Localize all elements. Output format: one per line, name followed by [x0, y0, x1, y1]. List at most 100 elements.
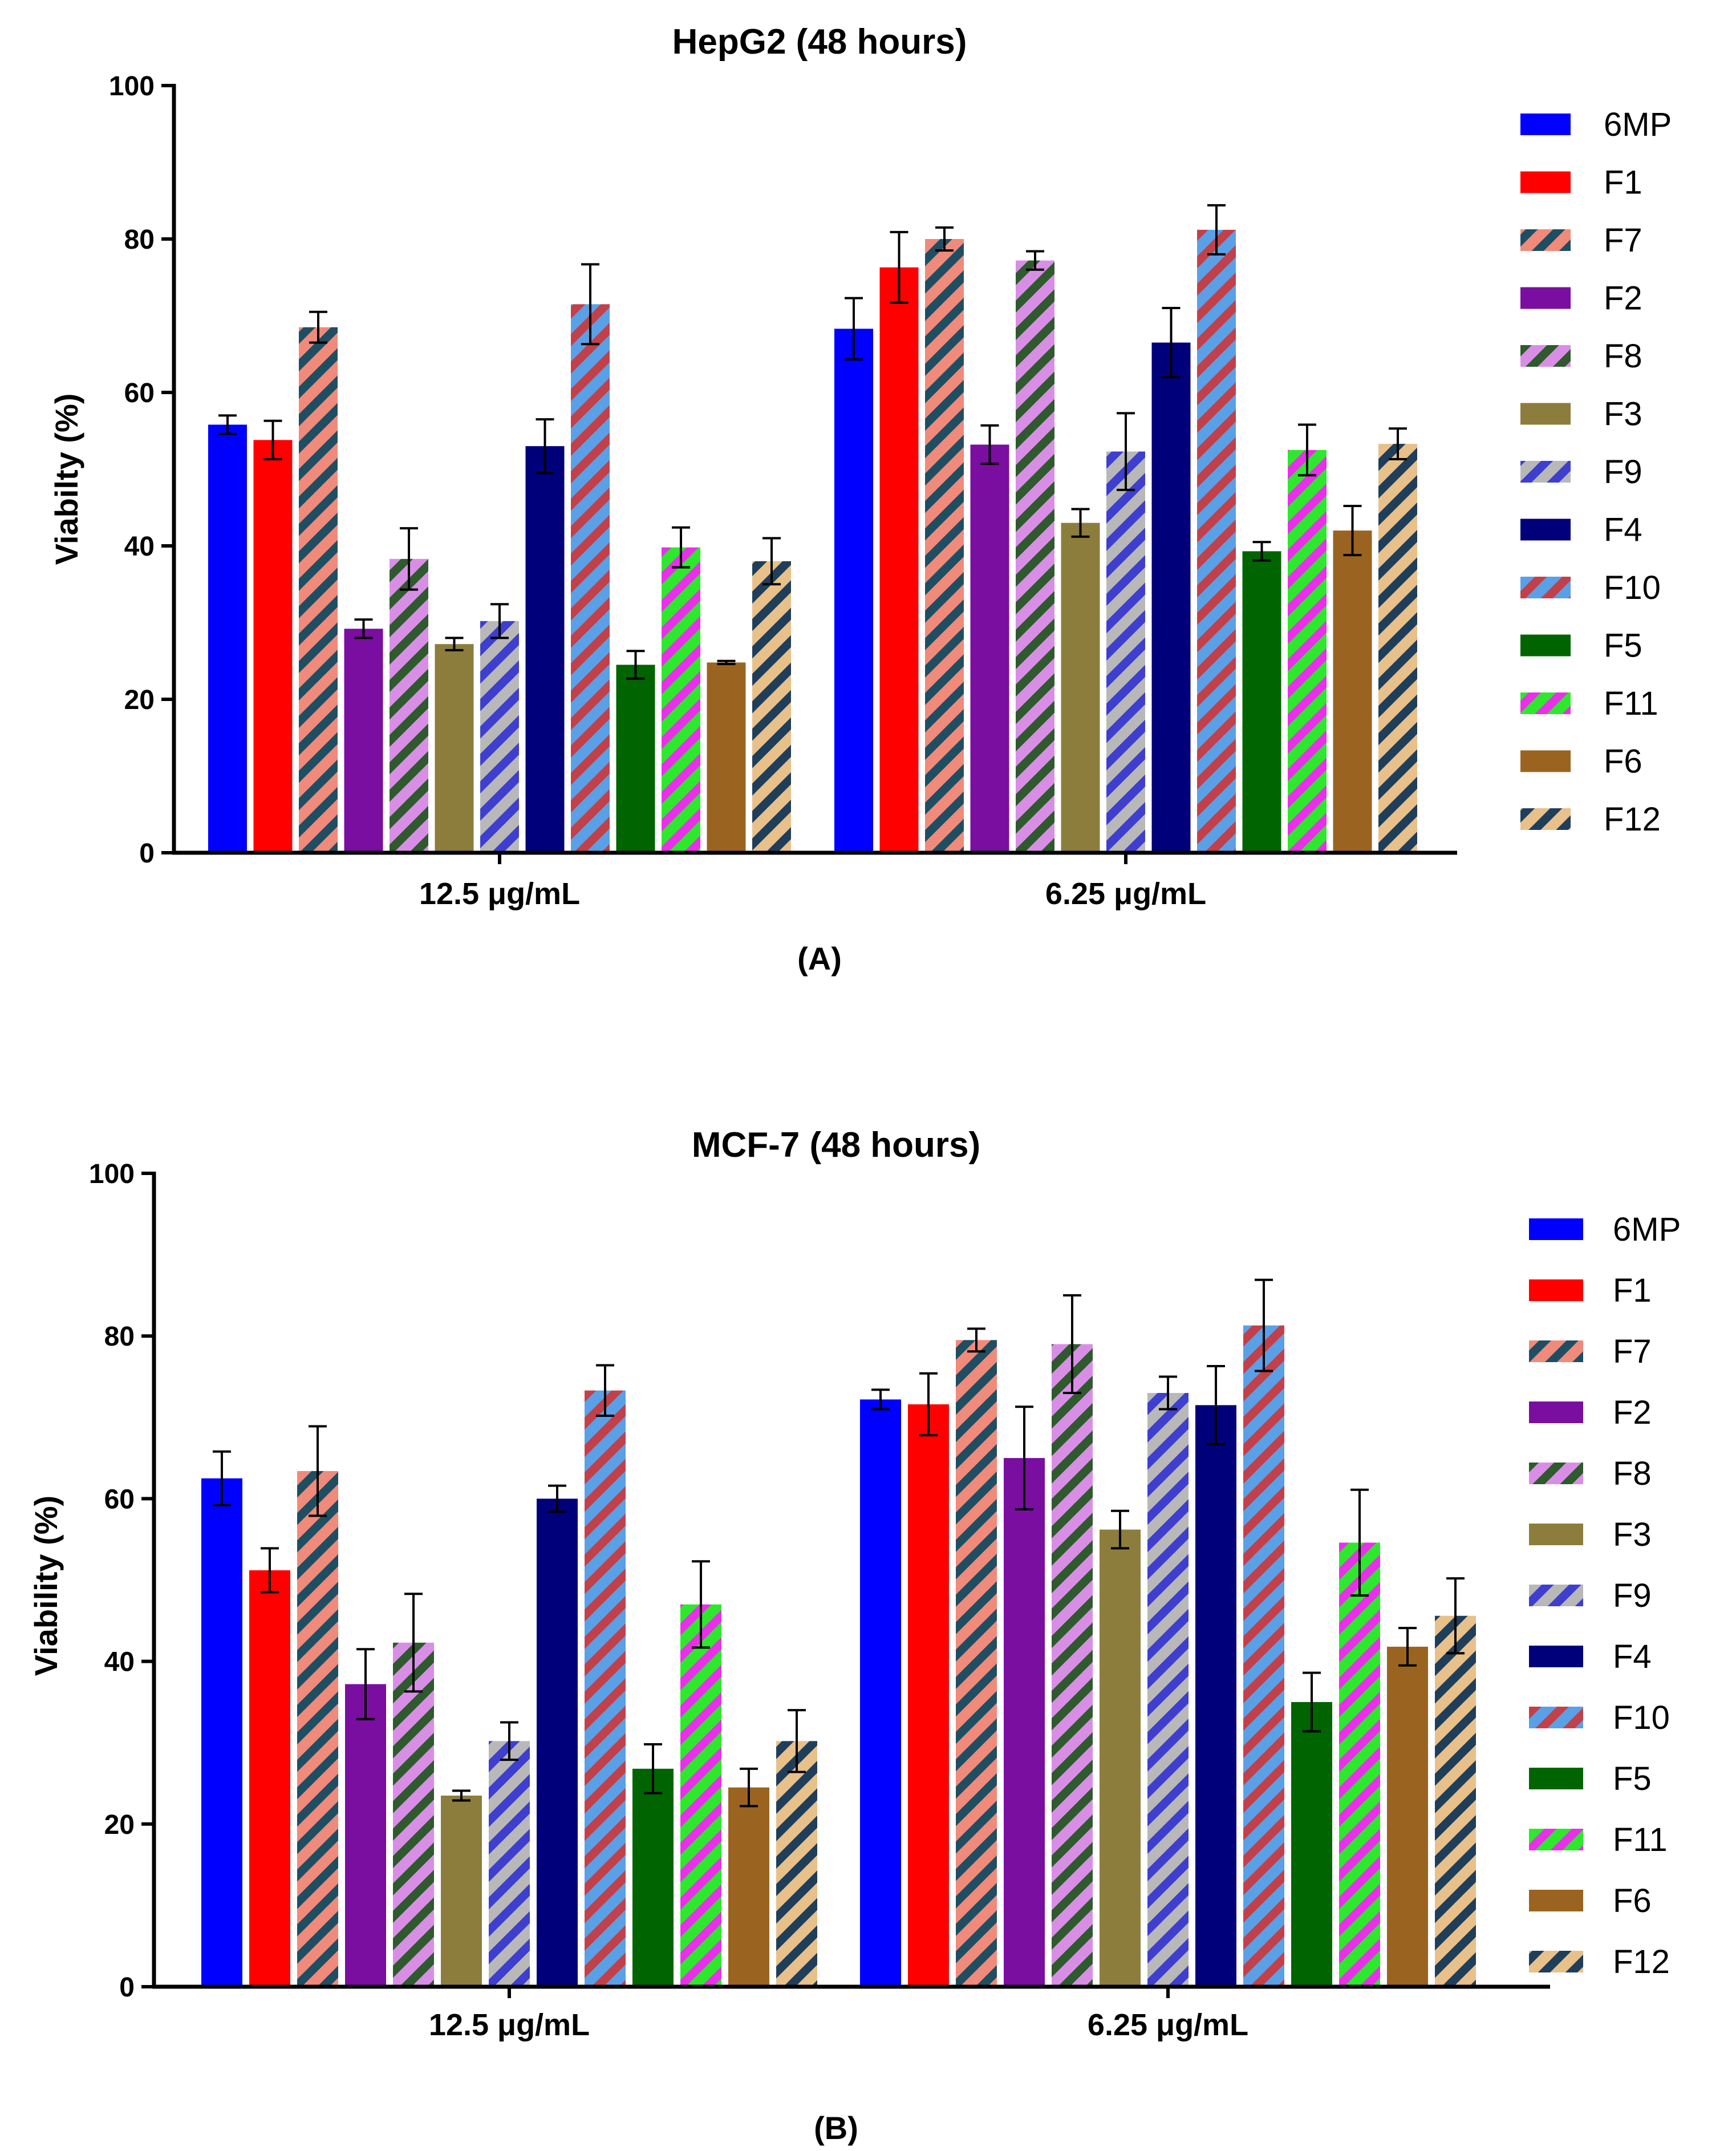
bar-a-f12-12-5-g-ml — [752, 561, 791, 853]
bar-b-f6-6-25-g-ml — [1387, 1646, 1428, 1987]
y-axis-label-b: Viability (%) — [28, 1496, 64, 1676]
bar-b-f8-12-5-g-ml — [393, 1642, 434, 1987]
error-bar-a-f3-12-5-g-ml — [445, 637, 464, 651]
y-tick-label-b-80: 80 — [104, 1322, 135, 1352]
error-bar-b-f12-6-25-g-ml — [1446, 1577, 1465, 1655]
bar-a-f11-12-5-g-ml — [662, 547, 700, 853]
bar-a-f6-12-5-g-ml — [707, 662, 746, 853]
legend-label-a-f8: F8 — [1604, 338, 1642, 375]
bar-b-f2-6-25-g-ml — [1004, 1458, 1045, 1987]
legend-swatch-a-f1 — [1520, 171, 1571, 193]
error-bar-a-f2-6-25-g-ml — [980, 424, 999, 465]
legend-swatch-b-f7 — [1529, 1340, 1583, 1362]
bar-a-f2-12-5-g-ml — [344, 629, 383, 853]
error-bar-a-f1-12-5-g-ml — [263, 419, 282, 461]
error-bar-b-f2-12-5-g-ml — [356, 1648, 375, 1720]
legend-item-a-f3: F3 — [1520, 396, 1642, 433]
bar-a-f1-12-5-g-ml — [253, 440, 293, 853]
bar-b-f3-12-5-g-ml — [441, 1795, 482, 1987]
legend-label-b-f4: F4 — [1613, 1638, 1652, 1675]
y-tick-label-a-0: 0 — [139, 838, 155, 869]
y-tick-label-a-80: 80 — [124, 225, 155, 255]
legend-label-a-f1: F1 — [1604, 164, 1642, 201]
bar-a-f8-6-25-g-ml — [1016, 260, 1054, 853]
bar-b-f10-12-5-g-ml — [585, 1390, 626, 1987]
bar-b-f1-6-25-g-ml — [908, 1404, 949, 1987]
error-bar-a-f11-6-25-g-ml — [1298, 423, 1316, 477]
bar-a-f1-6-25-g-ml — [879, 267, 919, 853]
panel-label-b: (B) — [814, 2110, 858, 2146]
error-bar-b-f4-12-5-g-ml — [548, 1484, 566, 1513]
bar-a-f9-6-25-g-ml — [1106, 451, 1145, 853]
legend-label-a-f11: F11 — [1604, 685, 1658, 722]
error-bar-b-f11-6-25-g-ml — [1350, 1488, 1369, 1597]
legend-swatch-a-f2 — [1520, 287, 1571, 309]
bar-a-f9-12-5-g-ml — [480, 621, 519, 853]
legend-item-b-f9: F9 — [1529, 1577, 1652, 1614]
error-bar-b-f6-6-25-g-ml — [1398, 1627, 1417, 1667]
error-bar-a-f4-6-25-g-ml — [1162, 307, 1181, 379]
error-bar-b-6mp-12-5-g-ml — [213, 1450, 231, 1506]
bar-b-f5-6-25-g-ml — [1291, 1702, 1332, 1987]
legend-item-b-f6: F6 — [1529, 1882, 1652, 1919]
panel-label-a: (A) — [797, 941, 842, 977]
error-bar-a-f3-6-25-g-ml — [1071, 508, 1090, 538]
bar-b-f12-6-25-g-ml — [1435, 1615, 1476, 1987]
legend-item-b-6mp: 6MP — [1529, 1211, 1681, 1248]
legend-label-b-f7: F7 — [1613, 1333, 1652, 1370]
error-bar-b-f10-6-25-g-ml — [1255, 1278, 1273, 1372]
legend-item-a-f6: F6 — [1520, 743, 1642, 780]
error-bar-a-f7-12-5-g-ml — [309, 310, 327, 344]
legend-swatch-b-f5 — [1529, 1768, 1583, 1789]
y-tick-label-a-100: 100 — [109, 71, 155, 102]
bar-b-f4-6-25-g-ml — [1195, 1405, 1236, 1987]
legend-item-b-f8: F8 — [1529, 1455, 1652, 1492]
chart-panel-a: HepG2 (48 hours) Viabilty (%) (A) 0 20 40 6… — [48, 22, 1672, 977]
legend-label-a-f9: F9 — [1604, 453, 1642, 491]
legend-swatch-b-f8 — [1529, 1463, 1583, 1484]
legend-label-b-f9: F9 — [1613, 1577, 1652, 1614]
bar-b-f4-12-5-g-ml — [537, 1498, 578, 1987]
y-tick-label-a-20: 20 — [124, 685, 155, 715]
legend-swatch-a-f3 — [1520, 403, 1571, 425]
legend-swatch-a-f7 — [1520, 229, 1571, 251]
bar-a-f3-6-25-g-ml — [1061, 522, 1100, 853]
y-tick-label-b-20: 20 — [104, 1810, 135, 1840]
error-bar-b-f12-12-5-g-ml — [788, 1709, 806, 1773]
error-bar-a-f11-12-5-g-ml — [672, 526, 690, 569]
legend-swatch-a-f9 — [1520, 461, 1571, 483]
legend-swatch-b-f9 — [1529, 1585, 1583, 1606]
legend-swatch-b-f1 — [1529, 1279, 1583, 1301]
chart-title-a: HepG2 (48 hours) — [672, 22, 967, 62]
legend-swatch-a-f11 — [1520, 692, 1571, 714]
error-bar-b-f1-12-5-g-ml — [261, 1547, 279, 1594]
legend-label-a-f6: F6 — [1604, 743, 1642, 780]
error-bar-a-f6-6-25-g-ml — [1343, 505, 1362, 557]
legend-item-b-f5: F5 — [1529, 1760, 1652, 1797]
error-bar-a-f10-6-25-g-ml — [1207, 204, 1226, 256]
bar-b-f7-6-25-g-ml — [956, 1340, 997, 1987]
y-tick-label-b-40: 40 — [104, 1647, 135, 1678]
error-bar-b-f3-6-25-g-ml — [1111, 1509, 1129, 1550]
bar-a-f3-12-5-g-ml — [435, 644, 474, 853]
bar-b-6mp-12-5-g-ml — [201, 1478, 242, 1987]
legend-swatch-a-f10 — [1520, 577, 1571, 598]
error-bar-a-f12-6-25-g-ml — [1389, 427, 1407, 461]
bar-a-f10-6-25-g-ml — [1197, 229, 1236, 853]
legend-item-a-f5: F5 — [1520, 627, 1642, 665]
bar-b-f8-6-25-g-ml — [1052, 1344, 1093, 1987]
bar-a-f11-6-25-g-ml — [1288, 449, 1327, 853]
error-bar-b-f3-12-5-g-ml — [452, 1789, 470, 1802]
legend-item-a-f1: F1 — [1520, 164, 1642, 201]
legend-label-a-f7: F7 — [1604, 222, 1642, 259]
error-bar-a-f5-6-25-g-ml — [1252, 541, 1271, 562]
legend-swatch-b-f10 — [1529, 1707, 1583, 1728]
legend-label-a-f10: F10 — [1604, 569, 1661, 606]
error-bar-b-f10-12-5-g-ml — [596, 1364, 614, 1417]
error-bar-a-f9-6-25-g-ml — [1117, 412, 1135, 491]
legend-item-a-f11: F11 — [1520, 685, 1658, 722]
bar-b-6mp-6-25-g-ml — [860, 1399, 901, 1987]
bar-b-f7-12-5-g-ml — [297, 1471, 338, 1987]
error-bar-b-f4-6-25-g-ml — [1207, 1364, 1225, 1445]
